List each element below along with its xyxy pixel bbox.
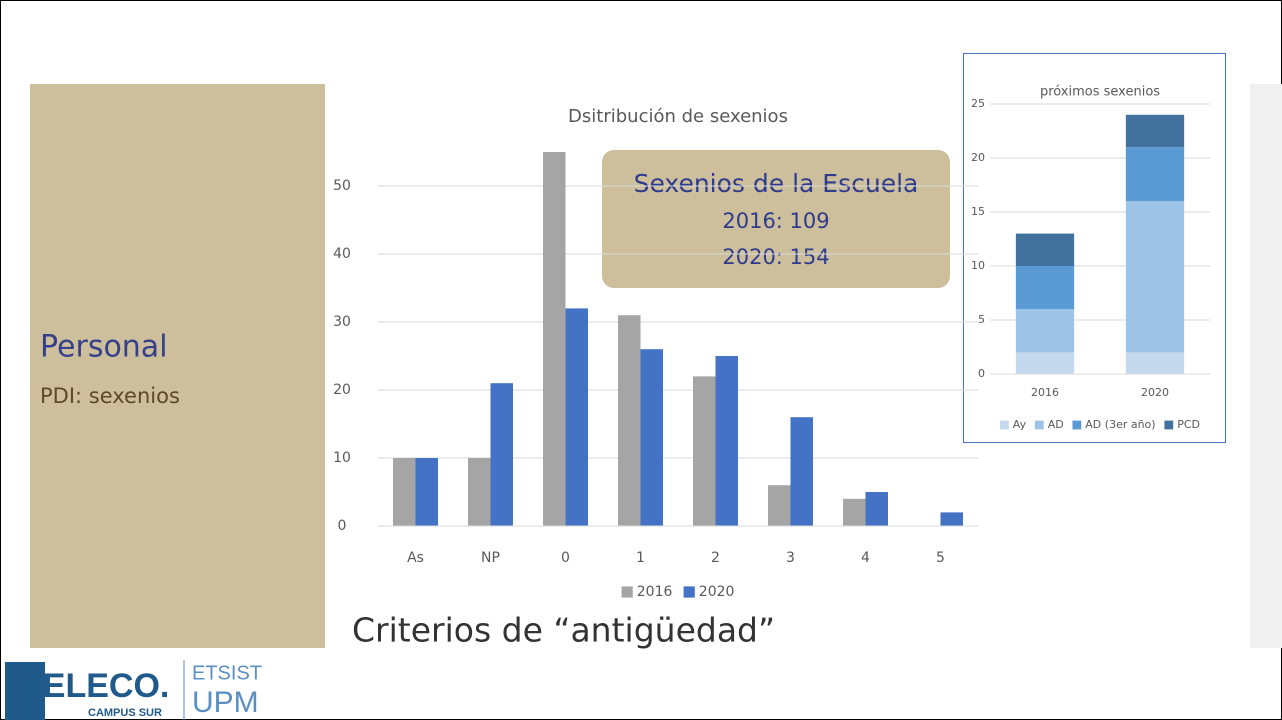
y-tick-label: 15 <box>971 205 985 218</box>
logo-text: UPM <box>192 686 259 719</box>
legend-label: PCD <box>1177 418 1200 431</box>
y-tick-label: 5 <box>978 313 985 326</box>
y-tick-label: 10 <box>971 259 985 272</box>
chart-title: Dsitribución de sexenios <box>568 106 788 127</box>
legend-label: Ay <box>1013 418 1027 431</box>
y-tick-label: 10 <box>333 450 351 466</box>
legend-label: 2016 <box>637 584 673 600</box>
legend-swatch <box>1164 420 1174 430</box>
bar-segment <box>1125 147 1185 202</box>
bar <box>790 417 813 526</box>
x-tick-label: 1 <box>636 550 645 566</box>
x-tick-label: NP <box>481 550 500 566</box>
bar <box>415 458 438 526</box>
bar-segment <box>1015 266 1075 310</box>
callout-line: 2020: 154 <box>722 245 829 269</box>
legend-swatch <box>683 586 695 598</box>
legend-label: 2020 <box>699 584 735 600</box>
legend-swatch <box>621 586 633 598</box>
bar <box>543 152 566 526</box>
chart-title: próximos sexenios <box>1040 85 1160 100</box>
y-tick-label: 30 <box>333 314 351 330</box>
legend-label: AD (3er año) <box>1085 418 1155 431</box>
y-tick-label: 0 <box>338 518 347 534</box>
bar <box>693 376 716 526</box>
right-panel <box>1250 84 1282 648</box>
x-tick-label: 5 <box>936 550 945 566</box>
legend-swatch <box>1072 420 1082 430</box>
legend-label: AD <box>1048 418 1064 431</box>
bar <box>490 383 513 526</box>
y-tick-label: 20 <box>333 382 351 398</box>
x-tick-label: 0 <box>561 550 570 566</box>
logo-text: TELECO. <box>22 667 169 705</box>
legend-swatch <box>1034 420 1044 430</box>
slide-title: Personal <box>40 330 168 365</box>
bar-segment <box>1125 201 1185 353</box>
slide-subtitle: PDI: sexenios <box>40 384 180 408</box>
y-tick-label: 20 <box>971 151 985 164</box>
footer-text: Criterios de “antigüedad” <box>352 611 775 650</box>
bar <box>843 498 866 526</box>
logo-text: ETSIST <box>192 662 262 684</box>
x-tick-label: 2016 <box>1031 386 1059 399</box>
x-tick-label: 2 <box>711 550 720 566</box>
y-tick-label: 50 <box>333 178 351 194</box>
side-panel <box>30 84 325 648</box>
bar <box>640 349 663 526</box>
logo-block <box>5 662 45 720</box>
bar <box>468 458 491 526</box>
bar-segment <box>1015 309 1075 353</box>
bar-segment <box>1015 352 1075 374</box>
bar <box>865 492 888 526</box>
x-tick-label: 3 <box>786 550 795 566</box>
x-tick-label: As <box>407 550 424 566</box>
bar <box>618 315 641 526</box>
inset-frame <box>963 53 1226 443</box>
callout-line: 2016: 109 <box>722 209 829 233</box>
y-tick-label: 25 <box>971 97 985 110</box>
bar-segment <box>1015 233 1075 266</box>
bar <box>393 458 416 526</box>
logo: TELECO. CAMPUS SUR ETSIST UPM <box>5 660 262 720</box>
y-tick-label: 40 <box>333 246 351 262</box>
bar <box>940 512 963 526</box>
bar-segment <box>1125 352 1185 374</box>
logo-text: CAMPUS SUR <box>88 707 162 719</box>
callout-heading: Sexenios de la Escuela <box>634 169 919 198</box>
x-tick-label: 4 <box>861 550 870 566</box>
y-tick-label: 0 <box>978 367 985 380</box>
bar <box>768 485 791 526</box>
bar-segment <box>1125 114 1185 148</box>
legend-swatch <box>999 420 1009 430</box>
x-tick-label: 2020 <box>1141 386 1169 399</box>
bar <box>715 356 738 526</box>
bar <box>565 308 588 526</box>
